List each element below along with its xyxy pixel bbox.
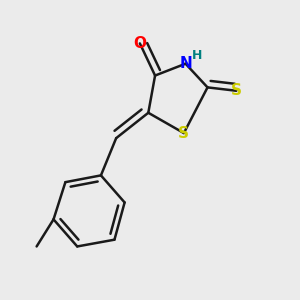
Text: H: H [192, 49, 203, 62]
Text: N: N [179, 56, 192, 71]
Text: S: S [178, 126, 189, 141]
Text: O: O [133, 36, 146, 51]
Text: S: S [231, 83, 242, 98]
